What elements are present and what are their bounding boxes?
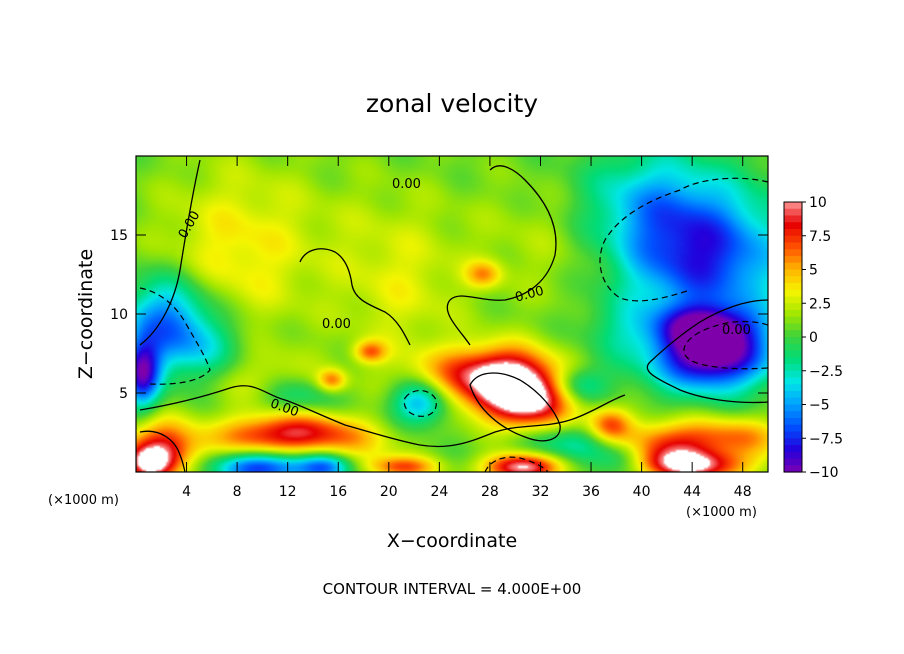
x-tick-label: 12	[279, 484, 297, 500]
colorbar-swatch	[784, 418, 802, 426]
colorbar-swatch	[784, 424, 802, 433]
colorbar-swatch	[784, 370, 802, 379]
contour-label: 0.00	[514, 284, 546, 306]
colorbar-swatch	[784, 391, 802, 399]
contour-zero-center	[446, 165, 557, 346]
colorbar-swatch	[784, 431, 802, 439]
contour-negative-left	[139, 287, 211, 385]
colorbar-swatch	[784, 283, 802, 291]
colorbar-tick-label: −2.5	[809, 364, 843, 380]
colorbar-swatch	[784, 445, 802, 453]
colorbar-swatch	[784, 208, 802, 217]
colorbar-swatch	[784, 296, 802, 304]
contour-positive	[469, 372, 561, 442]
colorbar-swatch	[784, 235, 802, 244]
colorbar-tick-label: 7.5	[809, 229, 831, 245]
x-tick-label: 32	[532, 484, 550, 500]
contour-lines	[139, 159, 769, 473]
contour-label: 0.00	[322, 317, 351, 332]
y-tick-label: 5	[119, 386, 128, 402]
x-tick-label: 40	[633, 484, 651, 500]
colorbar-swatch	[784, 215, 802, 223]
colorbar-swatch	[784, 242, 802, 250]
plot-area: 0.00 0.00 0.00 0.00 0.00 0.00 4 8 12 16 20 24…	[110, 155, 769, 500]
colorbar-swatch	[784, 404, 802, 412]
colorbar-swatch	[784, 438, 802, 446]
contour-interval: CONTOUR INTERVAL = 4.000E+00	[323, 580, 582, 598]
contour-zero-bottom	[139, 430, 186, 473]
colorbar-swatch	[784, 229, 802, 237]
colorbar-swatch	[784, 269, 802, 277]
z-axis-unit: (×1000 m)	[48, 493, 119, 508]
colorbar-swatch	[784, 249, 802, 257]
colorbar-tick-label: −5	[809, 398, 830, 414]
x-tick-label: 36	[582, 484, 600, 500]
x-axis-unit: (×1000 m)	[686, 505, 757, 520]
colorbar-tick-label: 10	[809, 195, 827, 211]
colorbar: 10 7.5 5 2.5 0 −2.5 −5 −7.5 −10	[783, 195, 843, 481]
contour-negative-bottom	[484, 456, 549, 473]
x-tick-label: 16	[329, 484, 347, 500]
y-tick-label: 15	[110, 228, 128, 244]
colorbar-swatch	[784, 350, 802, 358]
colorbar-swatch	[784, 222, 802, 230]
x-tick-label: 4	[182, 484, 191, 500]
colorbar-swatch	[784, 357, 802, 365]
colorbar-swatch	[784, 458, 802, 466]
colorbar-swatch	[784, 364, 802, 372]
y-axis-label: Z−coordinate	[75, 249, 97, 379]
contour-negative-upper	[599, 177, 769, 302]
x-axis-label: X−coordinate	[387, 530, 517, 552]
contour-zero-right	[646, 299, 769, 404]
colorbar-swatch	[784, 262, 802, 271]
contour-label: 0.00	[722, 323, 751, 338]
colorbar-tick-label: 0	[809, 330, 818, 346]
contour-zero-mid	[299, 248, 411, 346]
colorbar-swatch	[784, 343, 802, 352]
x-tick-label: 8	[233, 484, 242, 500]
colorbar-tick-label: 5	[809, 263, 818, 279]
velocity-field	[136, 156, 768, 472]
chart-title: zonal velocity	[366, 89, 538, 118]
colorbar-swatch	[784, 316, 802, 325]
contour-negative-bubble	[403, 389, 437, 417]
colorbar-swatch	[784, 330, 802, 338]
x-tick-label: 20	[380, 484, 398, 500]
x-tick-label: 24	[430, 484, 448, 500]
x-tick-label: 28	[481, 484, 499, 500]
y-axis-ticks: 5 10 15	[110, 228, 768, 402]
colorbar-swatch	[784, 289, 802, 298]
x-tick-label: 44	[683, 484, 701, 500]
x-axis-ticks: 4 8 12 16 20 24 28 32 36 40 44 48	[182, 156, 752, 500]
colorbar-tick-label: 2.5	[809, 296, 831, 312]
colorbar-swatch	[784, 256, 802, 264]
contour-negative-right	[683, 320, 769, 370]
colorbar-swatch	[784, 323, 802, 331]
x-tick-label: 48	[734, 484, 752, 500]
contour-zero-left	[139, 159, 201, 346]
colorbar-swatch	[784, 303, 802, 311]
colorbar-swatch	[784, 465, 802, 473]
colorbar-swatch	[784, 411, 802, 419]
contour-zero-lower	[139, 385, 626, 448]
colorbar-swatch	[784, 377, 802, 385]
colorbar-tick-label: −10	[809, 465, 839, 481]
y-tick-label: 10	[110, 307, 128, 323]
contour-label: 0.00	[392, 177, 421, 192]
colorbar-swatch	[784, 384, 802, 392]
colorbar-swatch	[784, 337, 802, 345]
colorbar-swatch	[784, 202, 802, 210]
colorbar-swatch	[784, 451, 802, 460]
colorbar-swatch	[784, 310, 802, 318]
colorbar-swatch	[784, 397, 802, 406]
colorbar-tick-label: −7.5	[809, 431, 843, 447]
colorbar-swatch	[784, 276, 802, 284]
